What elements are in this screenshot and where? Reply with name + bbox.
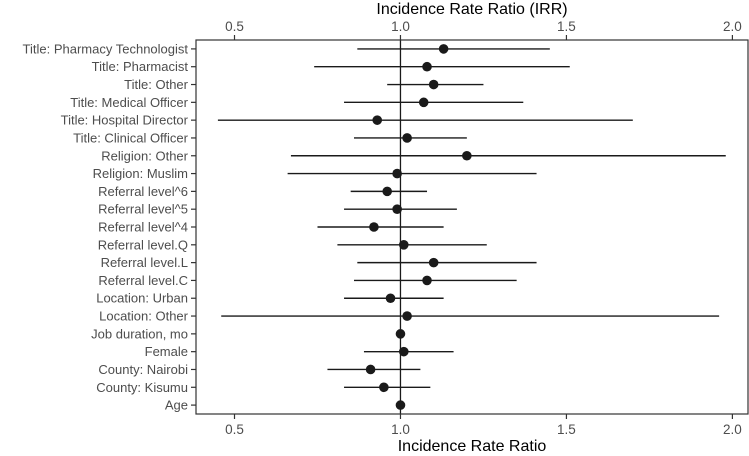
point-estimate: [395, 329, 406, 339]
point-estimate: [398, 346, 409, 357]
point-estimate: [385, 293, 396, 304]
row-label: Title: Medical Officer: [70, 95, 188, 110]
bottom-axis-title: Incidence Rate Ratio: [398, 438, 547, 455]
row-label: Referral level^4: [98, 220, 188, 235]
row-label: Referral level^6: [98, 184, 188, 199]
bottom-tick-label: 0.5: [225, 422, 244, 437]
bottom-tick-label: 1.0: [391, 422, 410, 437]
point-estimate: [422, 275, 432, 286]
row-label: Job duration, mo: [91, 326, 188, 341]
bottom-tick-label: 2.0: [723, 422, 742, 437]
row-label: Referral level.Q: [98, 237, 188, 252]
point-estimate: [428, 79, 439, 90]
row-label: Location: Urban: [96, 291, 188, 306]
top-tick-label: 1.0: [391, 19, 410, 34]
row-label: Referral level.L: [101, 255, 188, 270]
row-label: Religion: Other: [101, 148, 188, 163]
point-estimate: [428, 257, 439, 268]
plot-panel-border: [195, 39, 749, 415]
point-estimate: [392, 168, 402, 179]
point-estimate: [402, 311, 412, 321]
point-estimate: [398, 240, 409, 250]
row-label: Referral level^5: [98, 202, 188, 217]
plot-panel: 0.5 0.5 1.0 1.0 1.5 1.5 2.0 2.0 Title: Pharmacy …: [23, 19, 742, 437]
top-tick-label: 2.0: [723, 19, 742, 34]
point-estimate: [438, 44, 449, 54]
row-label: County: Kisumu: [96, 380, 188, 395]
row-label: Title: Other: [124, 77, 188, 92]
row-label: Title: Hospital Director: [61, 113, 189, 128]
top-tick-label: 1.5: [557, 19, 576, 34]
top-tick-label: 0.5: [225, 19, 244, 34]
point-estimate: [379, 382, 389, 393]
row-label: Age: [165, 398, 188, 413]
point-estimate: [369, 222, 379, 232]
point-estimate: [392, 204, 402, 214]
point-estimate: [395, 400, 406, 410]
row-label: Location: Other: [99, 309, 189, 324]
point-estimate: [372, 115, 383, 125]
point-estimate: [462, 150, 472, 161]
row-label: County: Nairobi: [98, 362, 188, 377]
point-estimate: [382, 186, 392, 197]
row-label: Title: Pharmacist: [92, 59, 189, 74]
bottom-tick-label: 1.5: [557, 422, 576, 437]
row-label: Referral level.C: [98, 273, 188, 288]
row-label: Title: Pharmacy Technologist: [23, 41, 189, 56]
point-estimate: [422, 61, 432, 72]
top-axis-title: Incidence Rate Ratio (IRR): [376, 1, 567, 18]
row-label: Female: [145, 344, 188, 359]
point-estimate: [402, 133, 412, 143]
row-label: Religion: Muslim: [93, 166, 188, 181]
row-label: Title: Clinical Officer: [73, 130, 189, 145]
point-estimate: [418, 97, 429, 108]
point-estimate: [365, 364, 376, 375]
